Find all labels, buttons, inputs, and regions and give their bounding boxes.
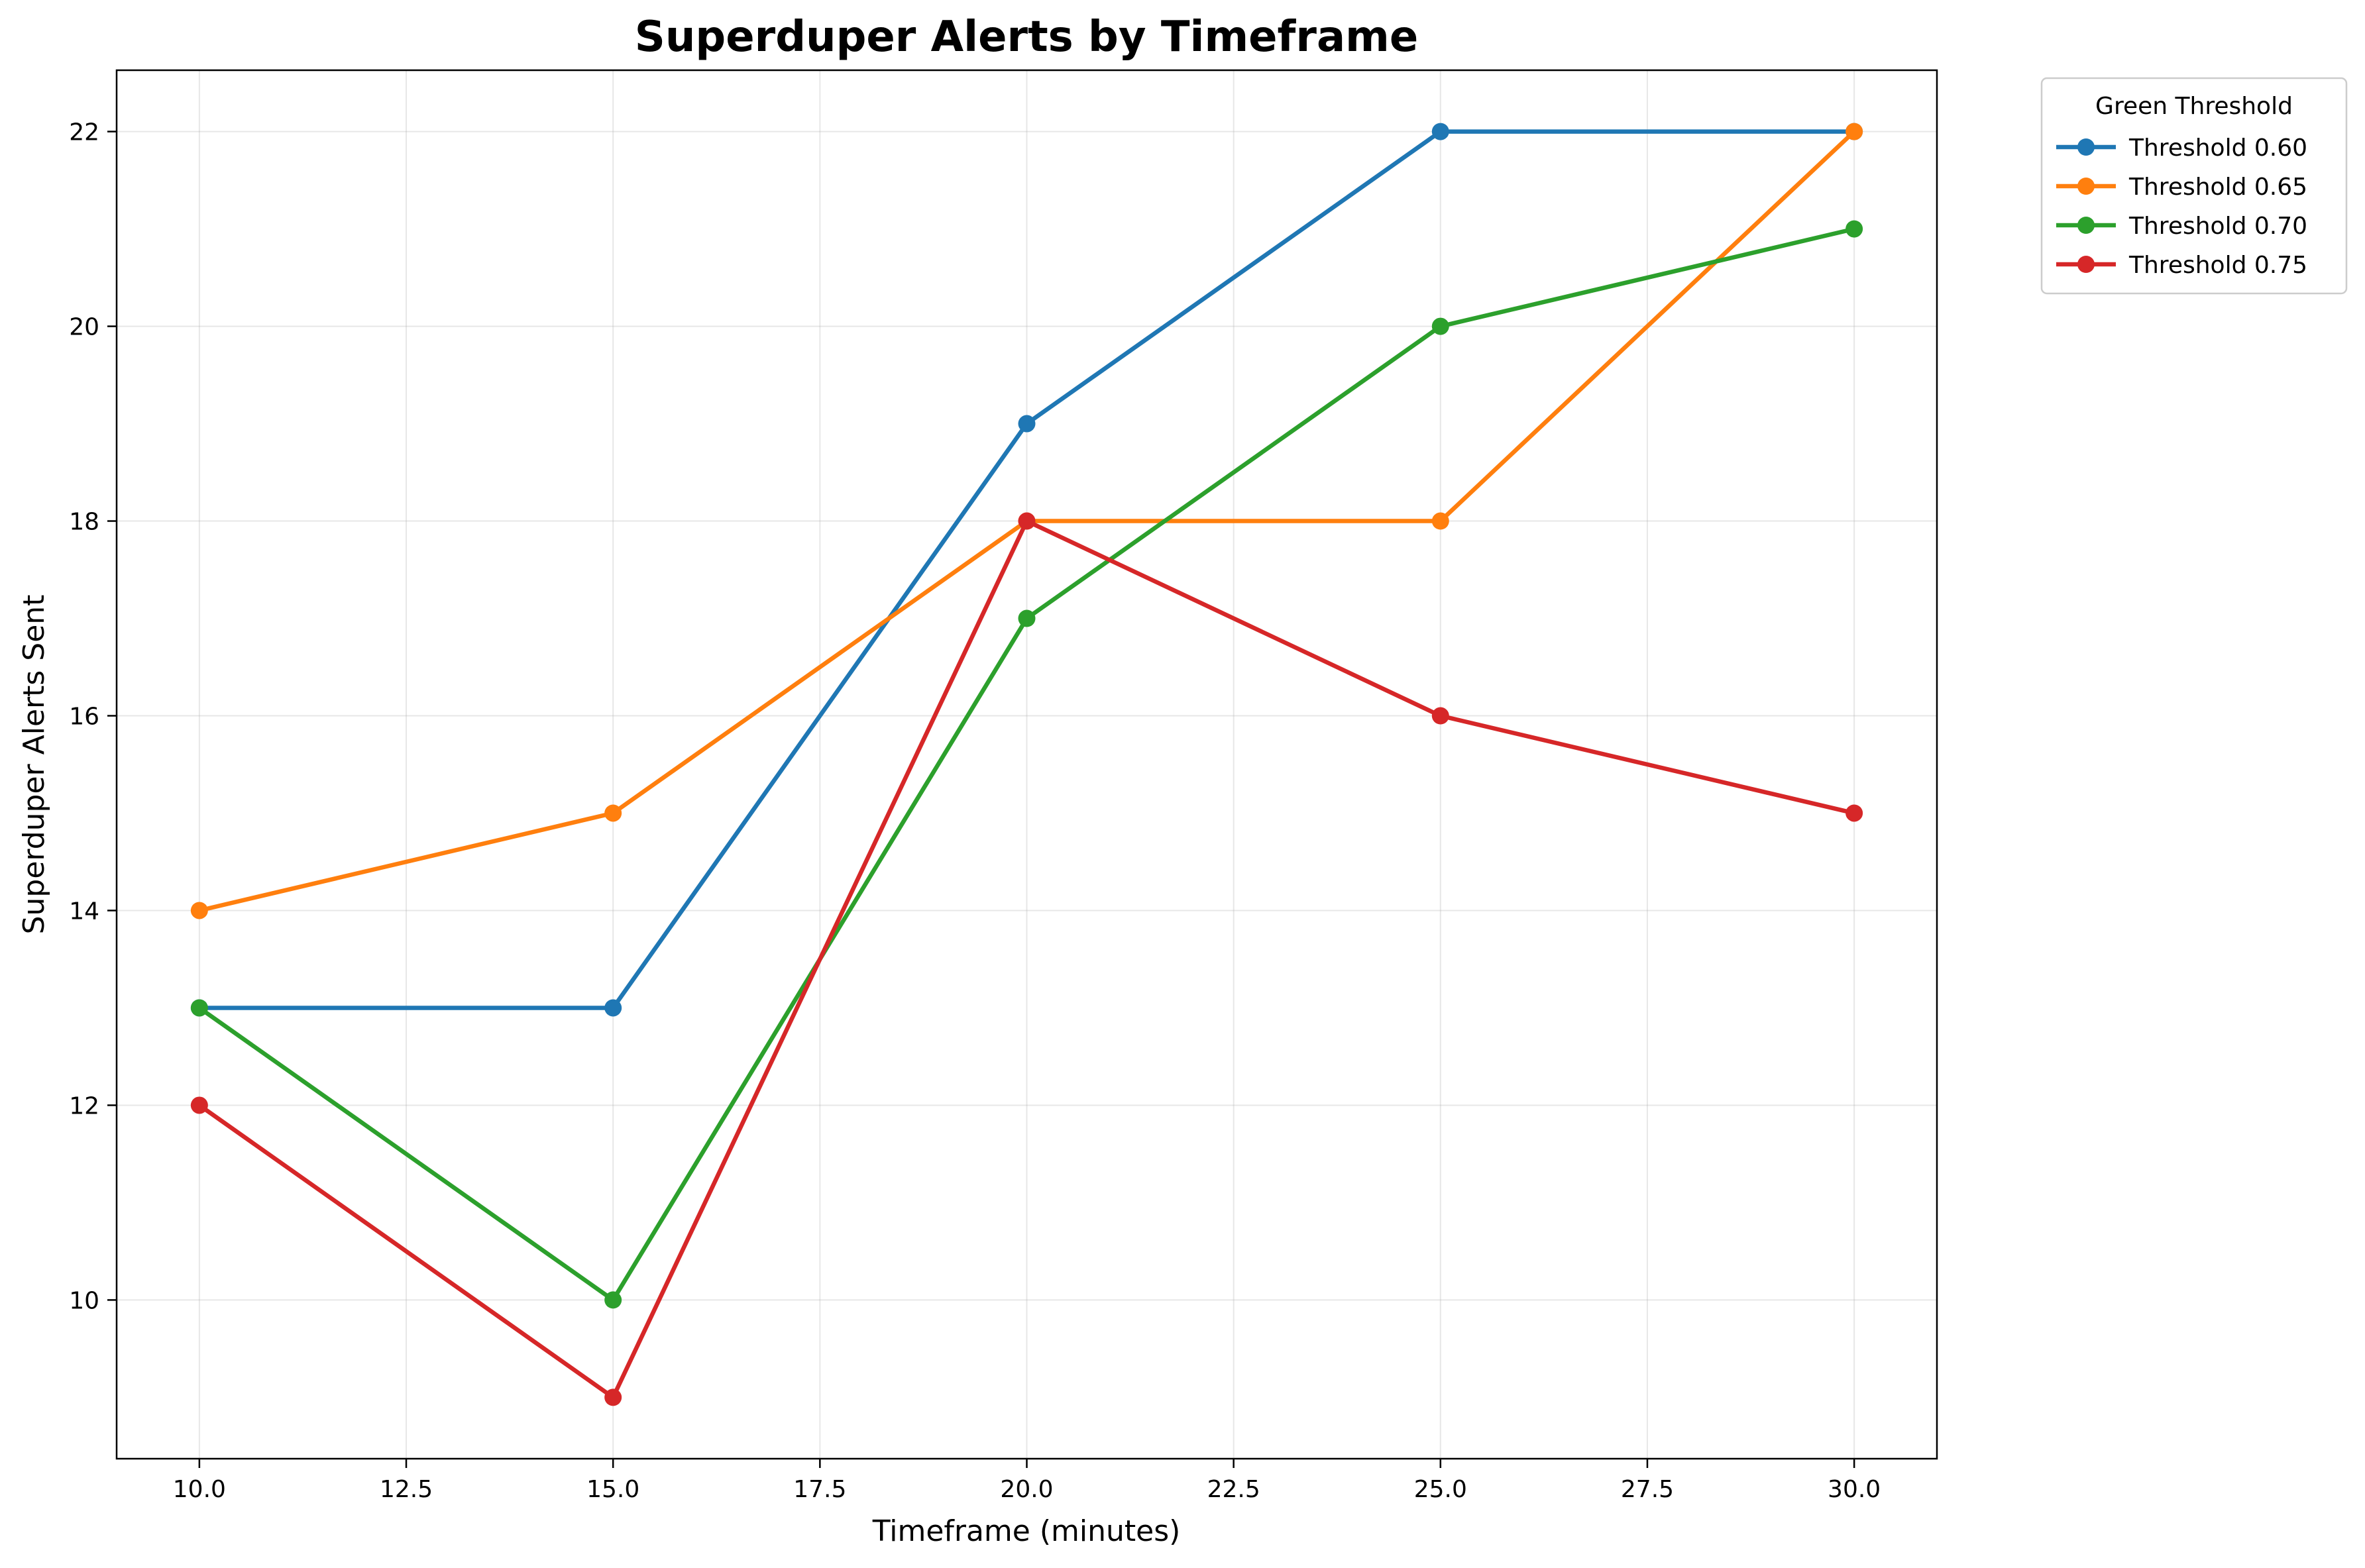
data-point	[1845, 123, 1863, 140]
y-tick-label: 20	[69, 314, 99, 341]
legend-title: Green Threshold	[2095, 93, 2293, 120]
x-tick-label: 20.0	[1000, 1476, 1053, 1503]
data-point	[190, 1096, 208, 1114]
y-tick-label: 12	[69, 1092, 99, 1120]
legend-item: Threshold 0.70	[2056, 213, 2307, 240]
legend-label: Threshold 0.60	[2128, 134, 2307, 162]
data-point	[1018, 609, 1036, 627]
data-point	[190, 999, 208, 1017]
legend-marker	[2077, 217, 2095, 234]
data-point	[1845, 804, 1863, 822]
x-tick-label: 12.5	[380, 1476, 433, 1503]
x-tick-label: 27.5	[1621, 1476, 1674, 1503]
legend-item: Threshold 0.65	[2056, 174, 2307, 201]
data-point	[604, 1388, 622, 1406]
data-point	[1018, 512, 1036, 530]
legend-marker	[2077, 138, 2095, 156]
x-tick-label: 10.0	[173, 1476, 226, 1503]
y-tick-label: 14	[69, 898, 99, 925]
data-point	[1018, 415, 1036, 433]
legend-label: Threshold 0.70	[2128, 213, 2307, 240]
y-tick-label: 18	[69, 509, 99, 536]
tick-layer: 10.0 12.5 15.0 17.5 20.0 22.5 25.0 27.5 30.0 10 12…	[69, 119, 1881, 1503]
legend-marker	[2077, 256, 2095, 273]
data-point	[190, 902, 208, 919]
legend-item: Threshold 0.75	[2056, 252, 2307, 279]
x-tick-label: 30.0	[1828, 1476, 1881, 1503]
y-tick-label: 16	[69, 704, 99, 731]
legend-box	[2040, 77, 2348, 295]
y-axis-label: Superduper Alerts Sent	[17, 595, 51, 935]
series-layer	[190, 123, 1863, 1406]
data-point	[604, 804, 622, 822]
x-tick-label: 22.5	[1207, 1476, 1260, 1503]
x-axis-label: Timeframe (minutes)	[872, 1514, 1181, 1548]
series-group	[190, 512, 1863, 1406]
legend-marker	[2077, 178, 2095, 195]
data-point	[1845, 220, 1863, 238]
data-point	[1431, 512, 1449, 530]
data-point	[1431, 123, 1449, 140]
legend-label: Threshold 0.65	[2128, 174, 2307, 201]
series-group	[190, 220, 1863, 1309]
chart-title: Superduper Alerts by Timeframe	[635, 13, 1418, 62]
legend-items: Threshold 0.60 Threshold 0.65 Threshold 0.…	[2056, 134, 2307, 279]
x-tick-label: 17.5	[793, 1476, 846, 1503]
legend-item: Threshold 0.60	[2056, 134, 2307, 162]
data-point	[604, 1291, 622, 1309]
legend: Green Threshold Threshold 0.60Threshold …	[2040, 77, 2348, 295]
data-point	[604, 999, 622, 1017]
legend-label: Threshold 0.75	[2128, 252, 2307, 279]
data-point	[1431, 707, 1449, 725]
data-point	[1431, 317, 1449, 335]
y-tick-label: 22	[69, 119, 99, 146]
x-tick-label: 25.0	[1414, 1476, 1467, 1503]
y-tick-label: 10	[69, 1287, 99, 1314]
x-tick-label: 15.0	[586, 1476, 639, 1503]
